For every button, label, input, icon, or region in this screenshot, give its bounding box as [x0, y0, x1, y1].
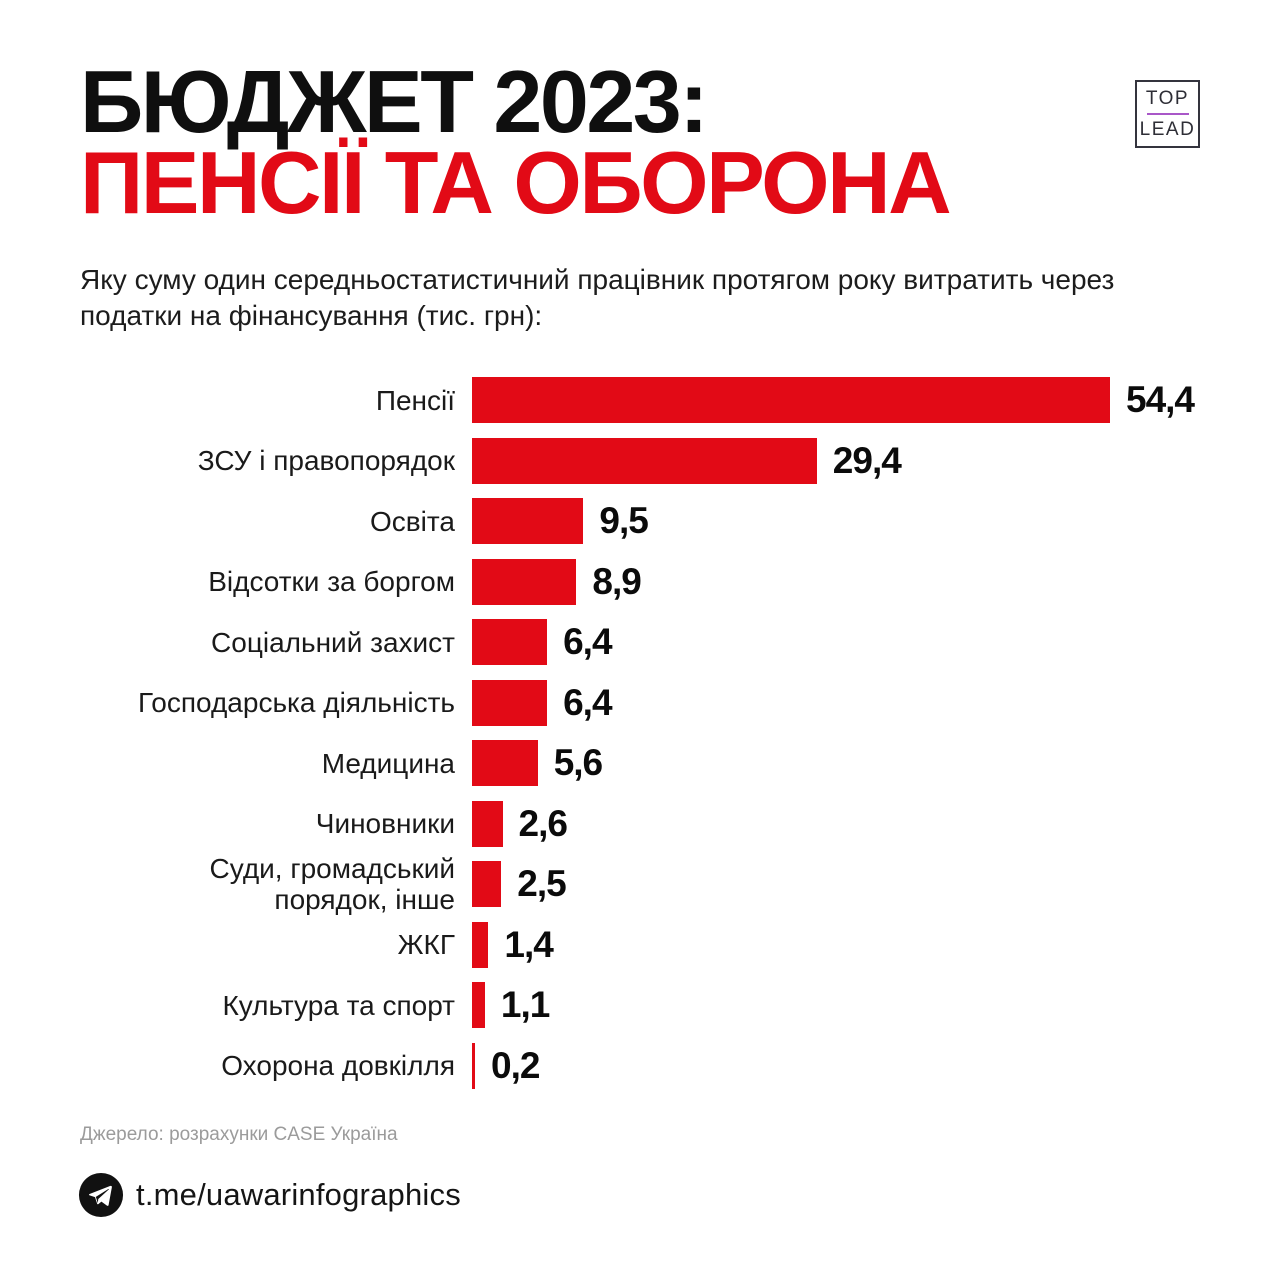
- bar-label: Відсотки за боргом: [208, 566, 455, 598]
- bar-value: 8,9: [592, 560, 641, 602]
- bar-value: 2,5: [517, 863, 566, 905]
- bar: [472, 437, 817, 484]
- bar-value: 5,6: [553, 742, 603, 784]
- chart-row: Медицина 5,6: [80, 733, 1230, 794]
- bar-chart: Пенсії 54,4 ЗСУ і правопорядок 29,4 Осві…: [80, 370, 1230, 1096]
- chart-row: Охорона довкілля 0,2: [80, 1036, 1230, 1097]
- title-line-1: БЮДЖЕТ 2023:: [80, 52, 709, 151]
- bar: [472, 679, 548, 726]
- bar: [472, 377, 1110, 424]
- telegram-paper-plane-icon: [78, 1172, 124, 1218]
- bar-value: 6,4: [563, 621, 612, 663]
- bar-value: 54,4: [1126, 379, 1195, 421]
- toplead-logo-lead-text: LEAD: [1139, 119, 1196, 140]
- bar: [472, 982, 485, 1029]
- bar-value: 1,1: [500, 984, 550, 1026]
- toplead-logo-divider: [1146, 113, 1189, 115]
- chart-row: ЗСУ і правопорядок 29,4: [80, 431, 1230, 492]
- telegram-handle-text: t.me/uawarinfographics: [136, 1177, 461, 1212]
- bar: [472, 861, 502, 908]
- bar-label: Господарська діяльність: [137, 687, 455, 719]
- title-line-2: ПЕНСІЇ ТА ОБОРОНА: [80, 132, 952, 232]
- bar: [472, 498, 584, 545]
- bar-value: 29,4: [832, 439, 902, 481]
- chart-row: Господарська діяльність 6,4: [80, 673, 1230, 734]
- bar-value: 6,4: [563, 681, 612, 723]
- bar: [472, 740, 538, 787]
- bar: [472, 921, 489, 968]
- toplead-logo: TOP LEAD: [1135, 80, 1200, 148]
- chart-row: Пенсії 54,4: [80, 370, 1230, 431]
- bar: [472, 619, 548, 666]
- source-note: Джерело: розрахунки CASE Україна: [80, 1124, 398, 1145]
- bar-label: Чиновники: [315, 808, 455, 840]
- chart-row: Чиновники 2,6: [80, 794, 1230, 855]
- chart-row: Суди, громадський порядок, інше 2,5: [80, 852, 1230, 916]
- bar: [472, 558, 577, 605]
- page-title: БЮДЖЕТ 2023: ПЕНСІЇ ТА ОБОРОНА: [80, 52, 1120, 232]
- chart-row: Культура та спорт 1,1: [80, 975, 1230, 1036]
- bar-label: Культура та спорт: [222, 989, 455, 1021]
- chart-row: Відсотки за боргом 8,9: [80, 552, 1230, 613]
- bar-label: Соціальний захист: [211, 626, 455, 658]
- bar-value: 0,2: [491, 1044, 540, 1086]
- bar: [472, 800, 503, 847]
- chart-row: Соціальний захист 6,4: [80, 612, 1230, 673]
- bar-value: 2,6: [518, 802, 568, 844]
- telegram-link[interactable]: t.me/uawarinfographics: [78, 1172, 461, 1218]
- bar-label: Суди, громадський порядок, інше: [209, 852, 455, 916]
- bar-label: Охорона довкілля: [221, 1050, 455, 1082]
- bar-label: ЖКГ: [397, 929, 455, 961]
- bar: [472, 1042, 475, 1089]
- chart-row: Освіта 9,5: [80, 491, 1230, 552]
- bar-label: ЗСУ і правопорядок: [197, 445, 455, 477]
- chart-row: ЖКГ 1,4: [80, 915, 1230, 976]
- bar-value: 1,4: [504, 923, 553, 965]
- toplead-logo-top-text: TOP: [1145, 88, 1190, 109]
- bar-label: Освіта: [370, 505, 455, 537]
- bar-label: Медицина: [321, 747, 455, 779]
- bar-label: Пенсії: [375, 384, 455, 416]
- chart-subtitle: Яку суму один середньостатистичний праці…: [80, 264, 1115, 331]
- bar-value: 9,5: [599, 500, 648, 542]
